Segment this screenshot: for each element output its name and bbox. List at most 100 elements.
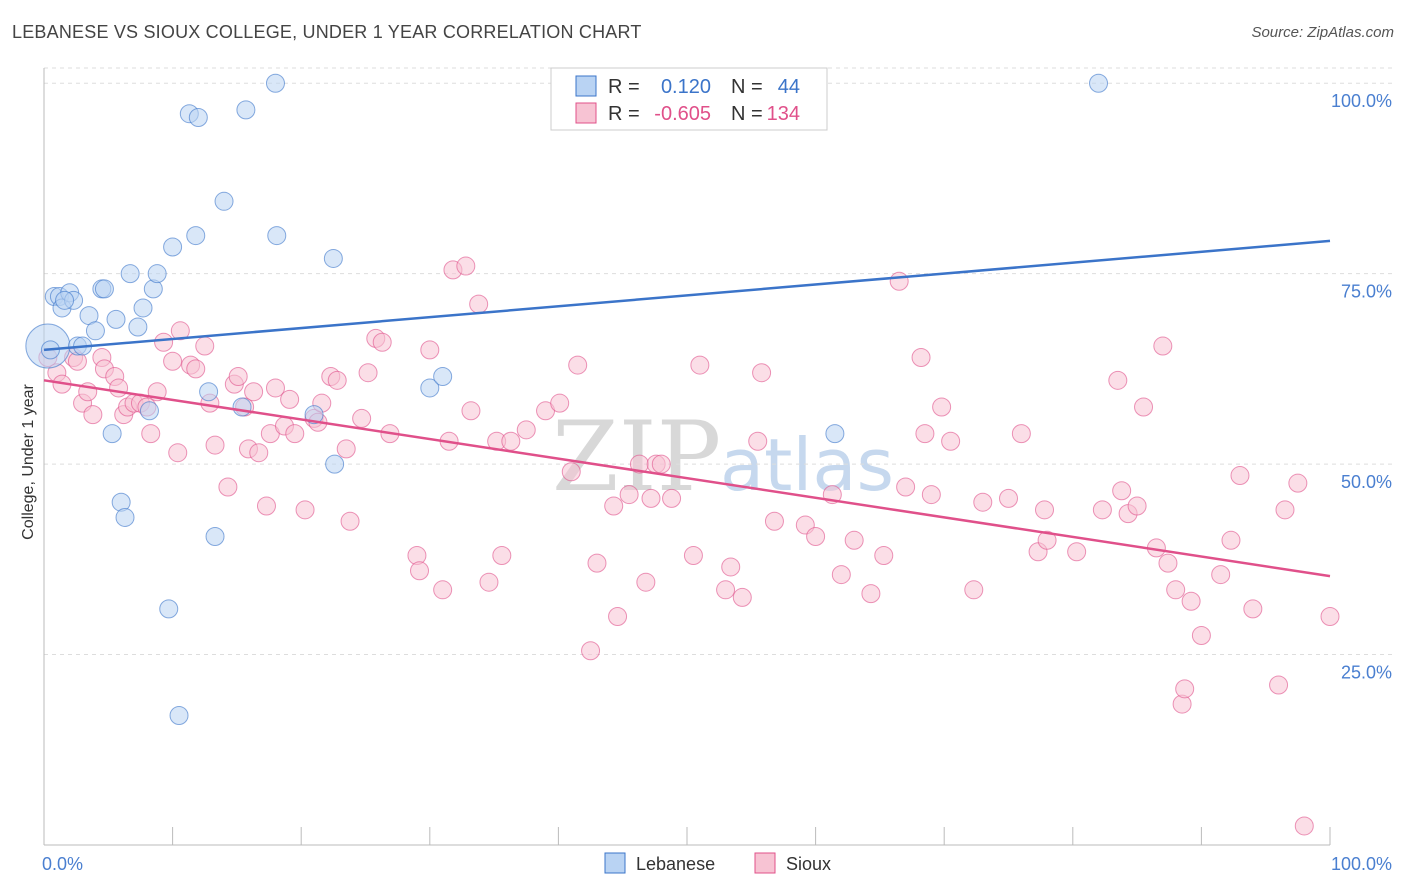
point-sioux <box>479 572 499 592</box>
point-sioux <box>911 347 931 367</box>
point-sioux <box>619 485 639 505</box>
point-sioux <box>641 488 661 508</box>
data-points <box>25 73 1340 836</box>
point-sioux <box>109 378 129 398</box>
series-legend-swatch-sioux <box>754 852 776 874</box>
chart-title: LEBANESE VS SIOUX COLLEGE, UNDER 1 YEAR … <box>12 22 642 42</box>
point-lebanese <box>265 73 285 93</box>
legend-r-label: R = <box>608 103 640 125</box>
point-sioux <box>256 496 276 516</box>
y-tick-label: 50.0% <box>1341 472 1392 492</box>
point-sioux <box>1221 530 1241 550</box>
point-sioux <box>999 488 1018 508</box>
point-sioux <box>636 572 656 592</box>
series-legend: Lebanese Sioux <box>604 852 831 874</box>
point-sioux <box>690 355 710 375</box>
point-lebanese <box>120 264 140 284</box>
point-lebanese <box>1089 73 1109 93</box>
point-sioux <box>1092 500 1112 520</box>
point-sioux <box>228 367 248 387</box>
point-sioux <box>501 431 521 451</box>
x-tick-labels: 0.0% 100.0% <box>42 854 1392 874</box>
point-lebanese <box>102 424 122 444</box>
legend-swatch-lebanese <box>575 75 597 97</box>
point-sioux <box>1320 606 1340 626</box>
legend-n-value-sioux: 134 <box>767 103 800 125</box>
point-sioux <box>748 431 768 451</box>
x-tick-label: 100.0% <box>1331 854 1392 874</box>
point-sioux <box>932 397 952 417</box>
trend-line-sioux <box>43 379 1331 578</box>
watermark-atlas: atlas <box>720 423 894 507</box>
point-lebanese <box>236 100 256 120</box>
point-lebanese <box>199 382 219 402</box>
point-lebanese <box>133 298 153 318</box>
point-sioux <box>170 321 190 341</box>
point-sioux <box>806 526 826 546</box>
point-sioux <box>83 405 103 425</box>
point-sioux <box>195 336 215 356</box>
point-lebanese <box>214 191 234 211</box>
point-sioux <box>1269 675 1289 695</box>
y-tick-label: 100.0% <box>1331 91 1392 111</box>
point-sioux <box>154 332 174 352</box>
point-sioux <box>604 496 624 516</box>
point-sioux <box>1037 530 1057 550</box>
point-sioux <box>340 511 360 531</box>
point-sioux <box>327 370 347 390</box>
point-sioux <box>1158 553 1178 573</box>
point-sioux <box>141 424 161 444</box>
point-sioux <box>469 294 489 314</box>
point-sioux <box>358 363 378 383</box>
point-lebanese <box>147 264 167 284</box>
y-tick-labels: 25.0% 50.0% 75.0% 100.0% <box>1331 91 1392 682</box>
point-lebanese <box>55 290 75 310</box>
point-sioux <box>896 477 916 497</box>
point-sioux <box>921 485 941 505</box>
point-sioux <box>420 340 440 360</box>
point-sioux <box>1211 565 1231 585</box>
point-sioux <box>295 500 315 520</box>
point-sioux <box>456 256 476 276</box>
point-sioux <box>280 389 300 409</box>
point-lebanese <box>159 599 179 619</box>
point-sioux <box>889 271 909 291</box>
point-lebanese <box>267 226 287 246</box>
watermark: ZIP atlas <box>552 401 894 513</box>
point-sioux <box>662 488 682 508</box>
point-lebanese <box>169 706 189 725</box>
point-lebanese <box>304 405 324 425</box>
point-sioux <box>1294 816 1314 836</box>
point-lebanese <box>106 309 126 329</box>
point-sioux <box>168 443 188 463</box>
point-sioux <box>244 382 264 402</box>
point-sioux <box>1243 599 1263 619</box>
x-tick-label: 0.0% <box>42 854 83 874</box>
legend-n-label: N = <box>731 76 763 98</box>
point-sioux <box>568 355 588 375</box>
point-lebanese <box>188 108 208 128</box>
point-sioux <box>461 401 481 421</box>
point-lebanese <box>186 226 206 246</box>
point-lebanese <box>128 317 148 337</box>
grid <box>44 67 1392 656</box>
point-lebanese <box>163 237 183 257</box>
point-sioux <box>186 359 206 379</box>
correlation-legend: R = 0.120 N = 44 R = -0.605 N = 134 <box>550 67 828 131</box>
trend-line-lebanese <box>43 239 1331 352</box>
point-sioux <box>218 477 238 497</box>
point-sioux <box>1011 424 1031 444</box>
point-lebanese <box>433 367 453 387</box>
legend-n-label: N = <box>731 103 763 125</box>
point-sioux <box>1153 336 1173 356</box>
y-tick-label: 75.0% <box>1341 282 1392 302</box>
point-sioux <box>410 561 430 581</box>
point-sioux <box>1112 481 1132 501</box>
point-sioux <box>1288 473 1308 493</box>
point-sioux <box>550 393 570 413</box>
point-lebanese <box>139 401 159 421</box>
chart-source: Source: ZipAtlas.com <box>1251 24 1394 41</box>
trend-lines <box>43 239 1331 578</box>
y-tick-label: 25.0% <box>1341 663 1392 683</box>
